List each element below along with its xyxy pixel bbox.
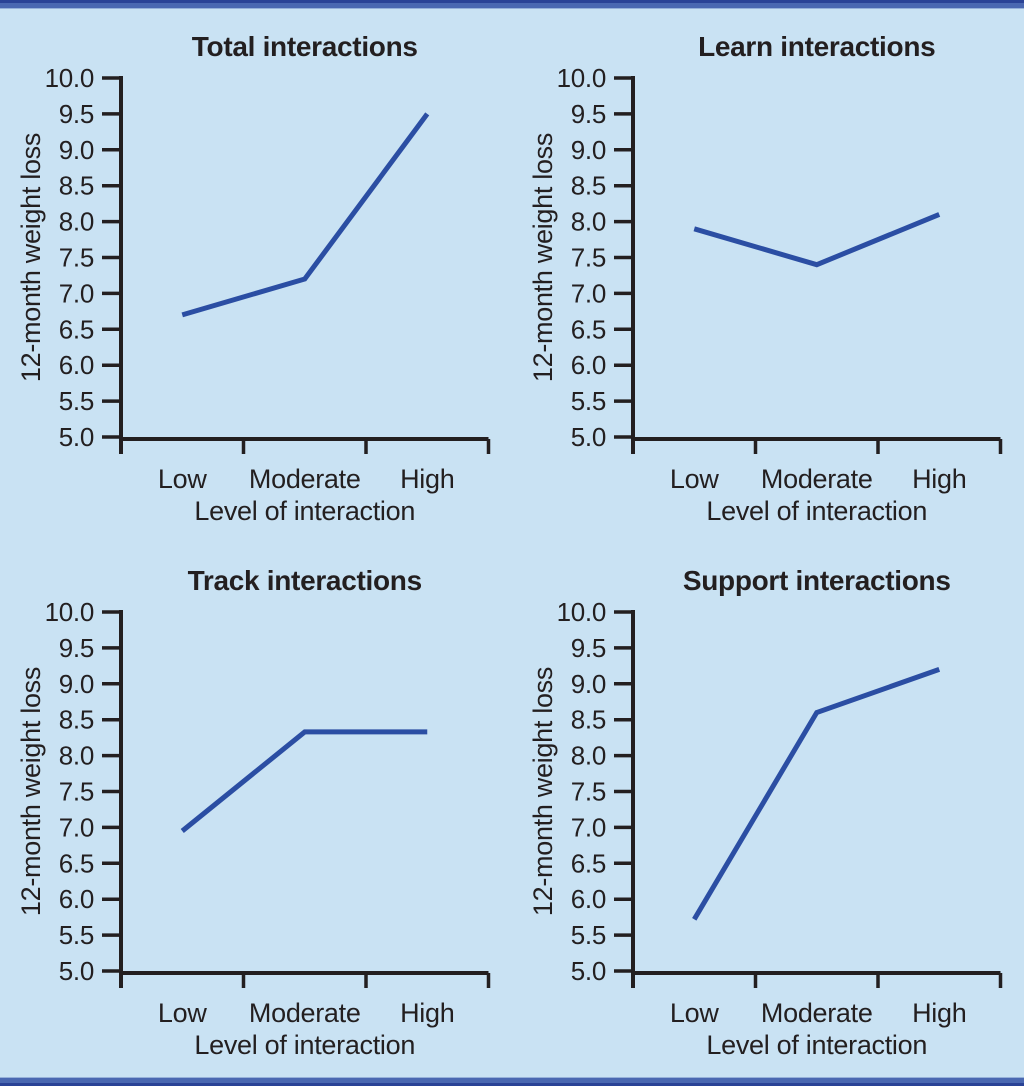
x-category-label: Moderate (761, 464, 873, 494)
y-tick-label: 5.0 (59, 422, 94, 452)
data-line (181, 112, 430, 318)
y-tick-label: 9.0 (571, 669, 606, 699)
chart-learn-interactions: 10.0 9.5 9.0 8.5 8.0 7.5 7.0 6.5 6.0 5.5 5.0 Low Mod… (528, 31, 1003, 526)
y-tick-label: 9.0 (59, 669, 94, 699)
y-tick-label: 10.0 (557, 63, 606, 93)
chart-cell-learn: 10.0 9.5 9.0 8.5 8.0 7.5 7.0 6.5 6.0 5.5 5.0 Low Mod… (512, 9, 1024, 543)
y-tick-label: 8.5 (571, 171, 606, 201)
y-tick-label: 7.0 (59, 812, 94, 842)
y-tick-label: 7.0 (571, 812, 606, 842)
bottom-border-bar (0, 1077, 1024, 1086)
y-tick-label: 5.0 (571, 422, 606, 452)
chart-cell-track: 10.0 9.5 9.0 8.5 8.0 7.5 7.0 6.5 6.0 5.5 5.0 Low Mod… (0, 543, 512, 1077)
x-category-label: Moderate (249, 998, 361, 1028)
y-tick-label: 6.5 (571, 314, 606, 344)
y-tick-label: 6.5 (59, 314, 94, 344)
y-tick-label: 8.5 (59, 171, 94, 201)
y-tick-label: 9.0 (571, 135, 606, 165)
y-tick-label: 5.5 (59, 920, 94, 950)
data-line (180, 729, 428, 833)
y-tick-label: 8.5 (59, 705, 94, 735)
y-axis-label: 12-month weight loss (528, 133, 558, 382)
x-axis-label: Level of interaction (194, 496, 415, 526)
x-category-label: Moderate (249, 464, 361, 494)
y-tick-label: 8.0 (59, 741, 94, 771)
y-tick-label: 10.0 (45, 63, 94, 93)
y-tick-label: 8.5 (571, 705, 606, 735)
x-category-label: Low (670, 464, 719, 494)
y-tick-label: 8.0 (571, 207, 606, 237)
x-category-label: High (400, 464, 454, 494)
y-tick-label: 9.5 (571, 99, 606, 129)
y-tick-label: 6.0 (571, 350, 606, 380)
chart-total-interactions: 10.0 9.5 9.0 8.5 8.0 7.5 7.0 6.5 6.0 5.5 5.0 Low Mod… (16, 31, 491, 526)
y-tick-label: 5.5 (59, 386, 94, 416)
y-tick-label: 6.5 (59, 848, 94, 878)
chart-cell-support: 10.0 9.5 9.0 8.5 8.0 7.5 7.0 6.5 6.0 5.5 5.0 Low Mod… (512, 543, 1024, 1077)
y-tick-label: 5.5 (571, 920, 606, 950)
data-line (692, 667, 941, 921)
y-tick-label: 9.0 (59, 135, 94, 165)
y-tick-label: 8.0 (59, 207, 94, 237)
chart-title: Learn interactions (698, 31, 935, 62)
x-category-label: High (400, 998, 454, 1028)
y-tick-label: 10.0 (557, 597, 606, 627)
y-axis-label: 12-month weight loss (16, 133, 46, 382)
y-tick-label: 5.5 (571, 386, 606, 416)
chart-grid: 10.0 9.5 9.0 8.5 8.0 7.5 7.0 6.5 6.0 5.5 5.0 Low Mod… (0, 9, 1024, 1077)
y-tick-label: 9.5 (571, 633, 606, 663)
y-tick-label: 6.0 (571, 884, 606, 914)
chart-cell-total: 10.0 9.5 9.0 8.5 8.0 7.5 7.0 6.5 6.0 5.5 5.0 Low Mod… (0, 9, 512, 543)
x-axis-label: Level of interaction (706, 496, 927, 526)
x-category-label: Low (158, 464, 207, 494)
y-tick-label: 5.0 (571, 956, 606, 986)
x-axis-label: Level of interaction (706, 1030, 927, 1060)
y-tick-label: 10.0 (45, 597, 94, 627)
y-tick-label: 6.5 (571, 848, 606, 878)
y-tick-label: 7.0 (571, 278, 606, 308)
chart-support-interactions: 10.0 9.5 9.0 8.5 8.0 7.5 7.0 6.5 6.0 5.5 5.0 Low Mod… (528, 565, 1003, 1060)
chart-title: Track interactions (188, 565, 422, 596)
y-tick-label: 8.0 (571, 741, 606, 771)
x-category-label: High (912, 998, 966, 1028)
chart-track-interactions: 10.0 9.5 9.0 8.5 8.0 7.5 7.0 6.5 6.0 5.5 5.0 Low Mod… (16, 565, 491, 1060)
y-axis-label: 12-month weight loss (16, 667, 46, 916)
y-tick-label: 7.5 (571, 243, 606, 273)
y-tick-label: 5.0 (59, 956, 94, 986)
y-tick-label: 7.5 (571, 777, 606, 807)
chart-title: Total interactions (192, 31, 418, 62)
y-axis-label: 12-month weight loss (528, 667, 558, 916)
top-border-bar (0, 0, 1024, 9)
x-category-label: Low (158, 998, 207, 1028)
y-tick-label: 6.0 (59, 884, 94, 914)
x-category-label: Moderate (761, 998, 873, 1028)
x-category-label: Low (670, 998, 719, 1028)
y-tick-label: 7.5 (59, 243, 94, 273)
y-tick-label: 7.5 (59, 777, 94, 807)
x-category-label: High (912, 464, 966, 494)
y-tick-label: 9.5 (59, 633, 94, 663)
data-line (693, 212, 941, 268)
x-axis-label: Level of interaction (194, 1030, 415, 1060)
y-tick-label: 6.0 (59, 350, 94, 380)
y-tick-label: 9.5 (59, 99, 94, 129)
y-tick-label: 7.0 (59, 278, 94, 308)
chart-title: Support interactions (683, 565, 951, 596)
